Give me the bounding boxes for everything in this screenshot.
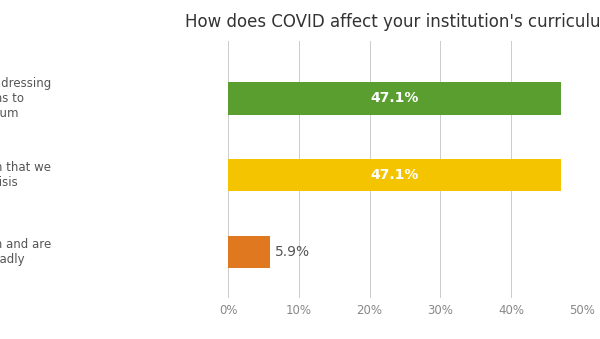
Text: Our online-only curriculum is focused on addressing
the current crisis.  We do n: Our online-only curriculum is focused on…	[0, 77, 51, 120]
Text: We are investing in online-only curriculum that we
plan to leverage after the cu: We are investing in online-only curricul…	[0, 161, 51, 189]
Text: 47.1%: 47.1%	[371, 168, 419, 182]
Text: 47.1%: 47.1%	[371, 92, 419, 105]
Title: How does COVID affect your institution's curriculum?: How does COVID affect your institution's…	[185, 13, 600, 31]
Bar	[228, 159, 562, 192]
Text: We already had an online-only curriculum and are
utilizing that infrastructure m: We already had an online-only curriculum…	[0, 238, 51, 266]
Bar	[228, 82, 562, 115]
Bar	[228, 236, 270, 268]
Text: 5.9%: 5.9%	[275, 245, 311, 259]
